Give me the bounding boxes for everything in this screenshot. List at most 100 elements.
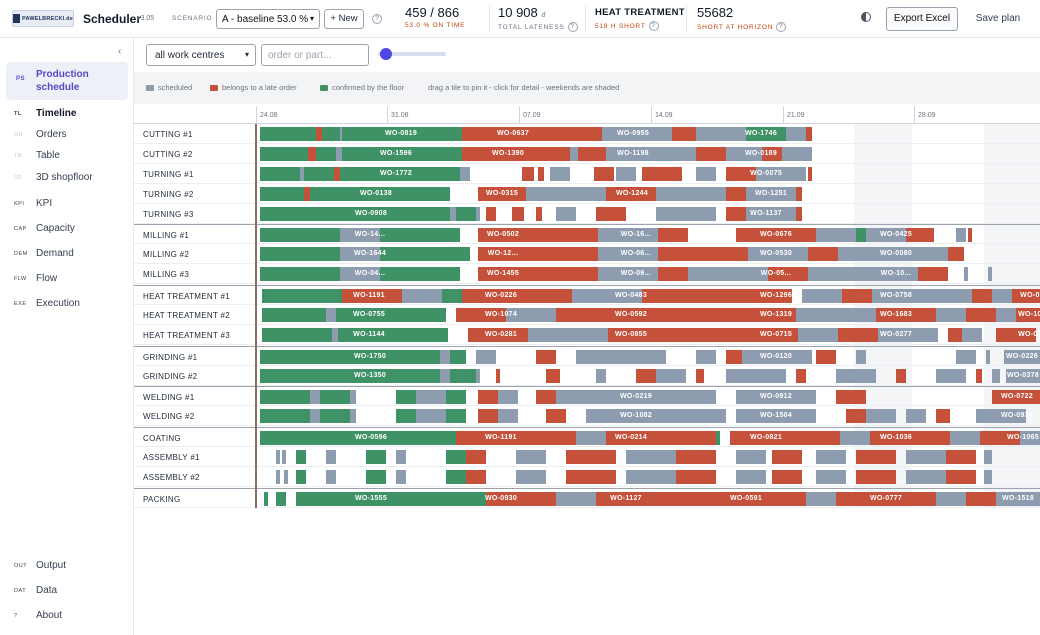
late-task-tile[interactable] bbox=[462, 147, 570, 161]
confirmed-task-tile[interactable] bbox=[260, 127, 316, 141]
work-order-label[interactable]: WO-1750 bbox=[353, 353, 387, 360]
scheduled-task-tile[interactable] bbox=[736, 390, 816, 404]
confirmed-task-tile[interactable] bbox=[716, 431, 720, 445]
scheduled-task-tile[interactable] bbox=[340, 247, 380, 261]
brand-logo[interactable]: PAWELBRECKI.de bbox=[12, 10, 74, 27]
late-task-tile[interactable] bbox=[596, 492, 806, 506]
scheduled-task-tile[interactable] bbox=[756, 167, 806, 181]
work-order-label[interactable]: WO-1683 bbox=[879, 311, 913, 318]
scheduled-task-tile[interactable] bbox=[726, 147, 762, 161]
work-order-label[interactable]: WO-1065 bbox=[1006, 434, 1040, 441]
scheduled-task-tile[interactable] bbox=[1004, 350, 1040, 364]
scheduled-task-tile[interactable] bbox=[962, 328, 982, 342]
confirmed-task-tile[interactable] bbox=[446, 450, 466, 464]
scheduled-task-tile[interactable] bbox=[440, 369, 450, 383]
scheduled-task-tile[interactable] bbox=[276, 470, 280, 484]
work-order-label[interactable]: WO-0955 bbox=[616, 130, 650, 137]
confirmed-task-tile[interactable] bbox=[446, 470, 466, 484]
late-task-tile[interactable] bbox=[726, 207, 746, 221]
confirmed-task-tile[interactable] bbox=[446, 409, 466, 423]
work-order-label[interactable]: WO-09... bbox=[620, 270, 652, 277]
scheduled-task-tile[interactable] bbox=[602, 127, 672, 141]
late-task-tile[interactable] bbox=[762, 147, 782, 161]
sidebar-item-data[interactable]: DAT Data bbox=[6, 581, 128, 601]
late-task-tile[interactable] bbox=[546, 369, 560, 383]
scheduled-task-tile[interactable] bbox=[798, 328, 838, 342]
scheduled-task-tile[interactable] bbox=[516, 450, 546, 464]
late-task-tile[interactable] bbox=[594, 167, 614, 181]
work-order-label[interactable]: WO-1644 bbox=[353, 250, 387, 257]
work-order-label[interactable]: WO-1772 bbox=[379, 170, 413, 177]
work-order-label[interactable]: WO-0425 bbox=[879, 231, 913, 238]
search-input[interactable] bbox=[261, 44, 369, 66]
work-order-label[interactable]: WO-0930 bbox=[484, 495, 518, 502]
scheduled-task-tile[interactable] bbox=[736, 450, 766, 464]
confirmed-task-tile[interactable] bbox=[260, 350, 440, 364]
work-order-label[interactable]: WO-1082 bbox=[619, 412, 653, 419]
scheduled-task-tile[interactable] bbox=[796, 308, 876, 322]
late-task-tile[interactable] bbox=[726, 167, 756, 181]
late-task-tile[interactable] bbox=[768, 267, 808, 281]
scheduled-task-tile[interactable] bbox=[616, 167, 636, 181]
confirmed-task-tile[interactable] bbox=[260, 187, 304, 201]
late-task-tile[interactable] bbox=[512, 207, 524, 221]
sidebar-item-flow[interactable]: FLW Flow bbox=[6, 269, 128, 289]
help-icon[interactable]: ? bbox=[567, 22, 578, 32]
late-task-tile[interactable] bbox=[658, 267, 688, 281]
confirmed-task-tile[interactable] bbox=[380, 247, 470, 261]
confirmed-task-tile[interactable] bbox=[746, 127, 786, 141]
work-order-label[interactable]: WO-0637 bbox=[496, 130, 530, 137]
confirmed-task-tile[interactable] bbox=[304, 167, 334, 181]
work-order-label[interactable]: WO-0502 bbox=[486, 231, 520, 238]
work-order-label[interactable]: WO-0378 bbox=[1006, 372, 1040, 379]
late-task-tile[interactable] bbox=[596, 207, 626, 221]
late-task-tile[interactable] bbox=[696, 147, 726, 161]
scheduled-task-tile[interactable] bbox=[340, 267, 380, 281]
late-task-tile[interactable] bbox=[676, 450, 716, 464]
confirmed-task-tile[interactable] bbox=[260, 390, 310, 404]
late-task-tile[interactable] bbox=[772, 470, 802, 484]
late-task-tile[interactable] bbox=[538, 167, 544, 181]
work-order-label[interactable]: WO-0483 bbox=[614, 292, 648, 299]
scheduled-task-tile[interactable] bbox=[836, 369, 876, 383]
work-order-label[interactable]: WO-0315 bbox=[485, 190, 519, 197]
scheduled-task-tile[interactable] bbox=[300, 167, 304, 181]
scheduled-task-tile[interactable] bbox=[498, 409, 518, 423]
late-task-tile[interactable] bbox=[842, 289, 872, 303]
scheduled-task-tile[interactable] bbox=[556, 492, 596, 506]
scheduled-task-tile[interactable] bbox=[416, 390, 446, 404]
scheduled-task-tile[interactable] bbox=[906, 409, 926, 423]
scheduled-task-tile[interactable] bbox=[936, 308, 966, 322]
scheduled-task-tile[interactable] bbox=[526, 187, 606, 201]
work-order-label[interactable]: WO-109 bbox=[1018, 311, 1040, 318]
late-task-tile[interactable] bbox=[796, 187, 802, 201]
scheduled-task-tile[interactable] bbox=[310, 409, 320, 423]
late-task-tile[interactable] bbox=[606, 187, 656, 201]
work-order-label[interactable]: WO-0722 bbox=[1000, 393, 1034, 400]
confirmed-task-tile[interactable] bbox=[320, 409, 350, 423]
workcentre-filter-select[interactable]: all work centres ▾ bbox=[146, 44, 256, 66]
late-task-tile[interactable] bbox=[642, 167, 682, 181]
late-task-tile[interactable] bbox=[566, 450, 616, 464]
work-order-label[interactable]: WO-0676 bbox=[759, 231, 793, 238]
scheduled-task-tile[interactable] bbox=[402, 289, 442, 303]
confirmed-task-tile[interactable] bbox=[260, 431, 456, 445]
scheduled-task-tile[interactable] bbox=[476, 369, 480, 383]
sidebar-item-table[interactable]: TB Table bbox=[6, 146, 128, 166]
late-task-tile[interactable] bbox=[948, 247, 964, 261]
confirmed-task-tile[interactable] bbox=[450, 350, 466, 364]
confirmed-task-tile[interactable] bbox=[456, 207, 476, 221]
late-task-tile[interactable] bbox=[642, 289, 672, 303]
scheduled-task-tile[interactable] bbox=[416, 409, 446, 423]
work-order-label[interactable]: WO-0715 bbox=[759, 331, 793, 338]
scheduled-task-tile[interactable] bbox=[808, 267, 918, 281]
scheduled-task-tile[interactable] bbox=[866, 409, 896, 423]
zoom-slider[interactable] bbox=[378, 48, 446, 60]
scheduled-task-tile[interactable] bbox=[598, 228, 658, 242]
work-order-label[interactable]: WO-024 bbox=[1018, 331, 1040, 338]
late-task-tile[interactable] bbox=[672, 289, 792, 303]
late-task-tile[interactable] bbox=[466, 470, 486, 484]
work-order-label[interactable]: WO-1191 bbox=[485, 434, 517, 441]
work-order-label[interactable]: WO-1198 bbox=[617, 150, 649, 157]
late-task-tile[interactable] bbox=[808, 167, 812, 181]
